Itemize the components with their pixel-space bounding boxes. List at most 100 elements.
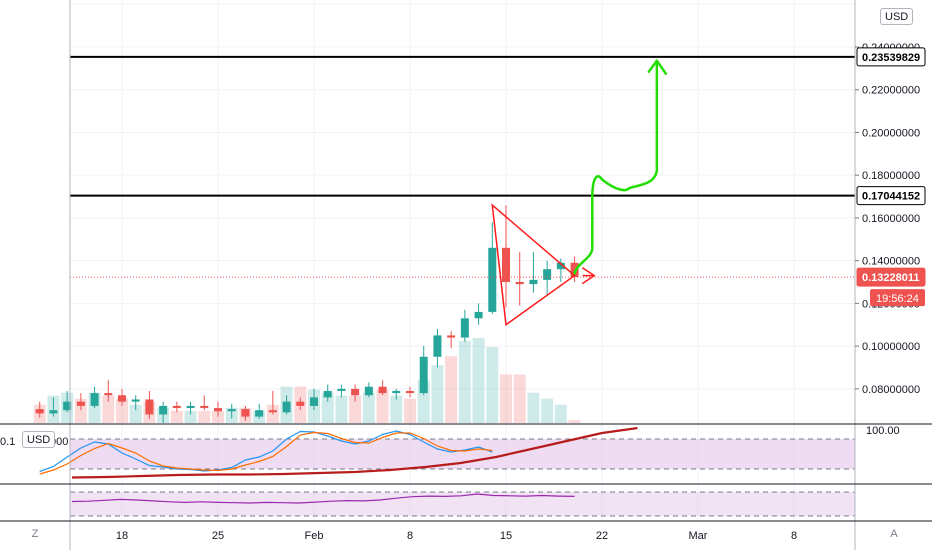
candle-body bbox=[323, 390, 332, 398]
stochastic-k-line bbox=[39, 430, 493, 473]
projection-path bbox=[573, 60, 659, 275]
candle-body bbox=[543, 269, 552, 280]
projection-arrow-head bbox=[647, 59, 668, 75]
time-tick-label: 8 bbox=[407, 530, 413, 542]
resistance-price-tag-text: 0.23539829 bbox=[862, 52, 920, 64]
volume-bar bbox=[568, 419, 581, 423]
candle-body bbox=[90, 393, 99, 406]
candle-body bbox=[502, 247, 510, 282]
candle-body bbox=[488, 247, 497, 312]
volume-bars bbox=[33, 338, 581, 423]
candle-body bbox=[296, 401, 305, 406]
candle-body bbox=[159, 405, 168, 415]
volume-bar bbox=[527, 392, 540, 423]
lower-oscillator-pane[interactable] bbox=[70, 491, 855, 517]
price-tick-label: 0.18000000 bbox=[862, 170, 920, 182]
volume-bar bbox=[212, 410, 224, 423]
countdown-bg bbox=[870, 289, 925, 307]
lower-oscillator-line bbox=[71, 493, 575, 504]
current-price-tag-text: 0.13228011 bbox=[862, 272, 920, 284]
volume-bar bbox=[445, 356, 458, 423]
candle-body bbox=[556, 262, 565, 270]
candle-body bbox=[351, 388, 360, 396]
time-tick-label: 8 bbox=[791, 530, 797, 542]
volume-bar bbox=[500, 374, 512, 423]
price-axis[interactable]: 0.080000000.100000000.120000000.14000000… bbox=[855, 42, 920, 396]
volume-bar bbox=[170, 410, 183, 423]
stochastic-axis-label: 100.00 bbox=[866, 425, 900, 437]
volume-bar bbox=[390, 395, 403, 423]
auto-scale-z-button[interactable]: Z bbox=[31, 528, 39, 540]
candle-body bbox=[378, 386, 387, 394]
time-tick-label: Mar bbox=[689, 530, 708, 542]
countdown-text: 19:56:24 bbox=[876, 293, 919, 305]
candle-body bbox=[214, 408, 222, 412]
resistance-price-tag: 0.23539829 bbox=[856, 47, 926, 67]
resistance-price-tag-text: 0.17044152 bbox=[862, 191, 920, 203]
candle-body bbox=[35, 409, 44, 414]
auto-scale-a-button[interactable]: A bbox=[890, 528, 898, 540]
time-tick-label: 18 bbox=[116, 530, 128, 542]
time-tick-label: Feb bbox=[305, 530, 324, 542]
volume-bar bbox=[376, 389, 389, 423]
candle-body bbox=[515, 282, 524, 285]
drawing-annotations[interactable] bbox=[491, 59, 668, 327]
price-tick-label: 0.20000000 bbox=[862, 127, 920, 139]
resistance-price-tag-bg bbox=[856, 186, 926, 206]
volume-bar bbox=[335, 395, 348, 423]
price-tick-label: 0.22000000 bbox=[862, 85, 920, 97]
candle-body bbox=[460, 318, 469, 338]
volume-bar bbox=[116, 398, 128, 423]
price-tick-label: 0.08000000 bbox=[862, 384, 920, 396]
grid bbox=[70, 0, 855, 520]
candle-body bbox=[474, 311, 483, 319]
countdown-tag: 19:56:24 bbox=[870, 289, 925, 307]
candle-body bbox=[145, 399, 154, 415]
volume-bar bbox=[184, 410, 197, 423]
time-tick-label: 25 bbox=[212, 530, 224, 542]
candle-body bbox=[310, 397, 318, 406]
price-tick-label: 0.16000000 bbox=[862, 213, 920, 225]
candle-body bbox=[104, 393, 113, 396]
candle-body bbox=[186, 405, 195, 409]
candle-body bbox=[337, 388, 346, 391]
time-tick-label: 15 bbox=[500, 530, 512, 542]
stochastic-left-fragment: 0.1 bbox=[0, 436, 15, 448]
candle-body bbox=[172, 405, 181, 409]
volume-bar bbox=[102, 395, 115, 423]
candle-body bbox=[529, 279, 538, 285]
current-price-tag: 0.13228011 bbox=[856, 267, 926, 287]
volume-bar bbox=[472, 338, 485, 423]
candle-body bbox=[364, 386, 373, 396]
candle-body bbox=[227, 409, 236, 412]
stochastic-trend-curve bbox=[71, 426, 638, 479]
candle-body bbox=[118, 395, 126, 402]
candle-body bbox=[241, 409, 250, 417]
volume-bar bbox=[541, 398, 554, 423]
resistance-lines[interactable] bbox=[70, 55, 855, 197]
time-axis[interactable]: 18 25 Feb 8 15 22 Mar 8 bbox=[116, 530, 797, 542]
candle-body bbox=[392, 390, 401, 394]
candle-body bbox=[447, 335, 456, 338]
stoch-currency-label[interactable]: USD bbox=[22, 431, 56, 448]
candle-body bbox=[406, 390, 414, 394]
stochastic-band bbox=[70, 439, 855, 469]
volume-bar bbox=[554, 404, 567, 423]
currency-label[interactable]: USD bbox=[880, 8, 914, 25]
candle-body bbox=[76, 401, 85, 406]
candle-body bbox=[433, 335, 442, 357]
stochastic-d-line bbox=[39, 431, 493, 475]
breakout-arrow-head bbox=[581, 266, 596, 285]
volume-bar bbox=[431, 365, 444, 423]
candle-body bbox=[63, 401, 72, 411]
volume-bar bbox=[349, 395, 362, 423]
candle-body bbox=[268, 410, 277, 413]
volume-bar bbox=[129, 404, 142, 423]
price-tick-label: 0.10000000 bbox=[862, 341, 920, 353]
resistance-price-tag: 0.17044152 bbox=[856, 186, 926, 206]
candlesticks[interactable] bbox=[35, 205, 579, 423]
